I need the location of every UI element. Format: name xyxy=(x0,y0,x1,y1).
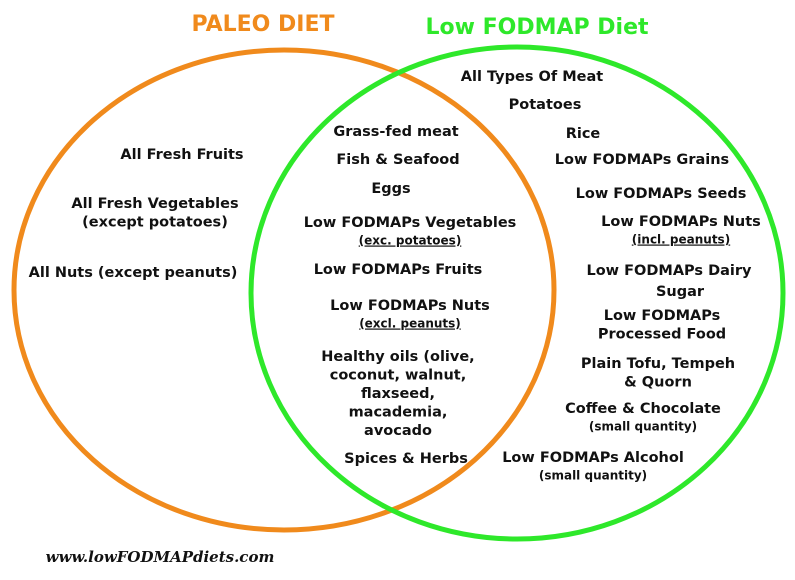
item-text: Grass-fed meat xyxy=(333,124,458,140)
item-note: (small quantity) xyxy=(539,469,647,483)
item-text: Low FODMAPs Fruits xyxy=(314,262,483,278)
item-text: Healthy oils (olive, xyxy=(321,349,474,365)
item-text: Sugar xyxy=(656,284,705,300)
item-text: Low FODMAPs Nuts xyxy=(601,214,761,230)
item-text: Plain Tofu, Tempeh xyxy=(581,356,735,372)
item-text: Potatoes xyxy=(509,97,582,113)
item-text: Low FODMAPs Dairy xyxy=(586,263,752,279)
fodmap-circle xyxy=(248,44,786,542)
item-text: All Nuts (except peanuts) xyxy=(29,265,238,281)
item-text: Eggs xyxy=(371,181,410,197)
item-text: All Fresh Vegetables xyxy=(71,196,238,212)
item-text: All Fresh Fruits xyxy=(120,147,243,163)
item-text: coconut, walnut, xyxy=(330,368,466,384)
paleo-title: PALEO DIET xyxy=(191,12,334,37)
item-note: (incl. peanuts) xyxy=(632,233,730,247)
item-text: avocado xyxy=(364,423,432,439)
item-note: (exc. potatoes) xyxy=(359,234,462,248)
footer-url: www.lowFODMAPdiets.com xyxy=(46,548,275,566)
item-note: (small quantity) xyxy=(589,420,697,434)
item-text: Low FODMAPs Vegetables xyxy=(304,215,517,231)
item-text: (except potatoes) xyxy=(82,215,228,231)
item-text: Coffee & Chocolate xyxy=(565,401,721,417)
item-text: flaxseed, xyxy=(361,386,435,402)
item-text: Rice xyxy=(566,126,601,142)
item-text: Low FODMAPs Seeds xyxy=(576,186,747,202)
item-text: Fish & Seafood xyxy=(336,152,459,168)
item-text: Low FODMAPs Alcohol xyxy=(502,450,684,466)
item-text: Low FODMAPs Grains xyxy=(555,152,729,168)
item-text: Low FODMAPs xyxy=(604,308,721,324)
paleo-circle xyxy=(11,47,557,533)
item-note: (excl. peanuts) xyxy=(359,317,461,331)
item-text: Processed Food xyxy=(598,327,726,343)
item-text: All Types Of Meat xyxy=(461,69,603,85)
fodmap-title: Low FODMAP Diet xyxy=(425,15,649,40)
item-text: Low FODMAPs Nuts xyxy=(330,298,490,314)
item-text: macademia, xyxy=(349,405,448,421)
item-text: & Quorn xyxy=(624,375,692,391)
item-text: Spices & Herbs xyxy=(344,451,468,467)
